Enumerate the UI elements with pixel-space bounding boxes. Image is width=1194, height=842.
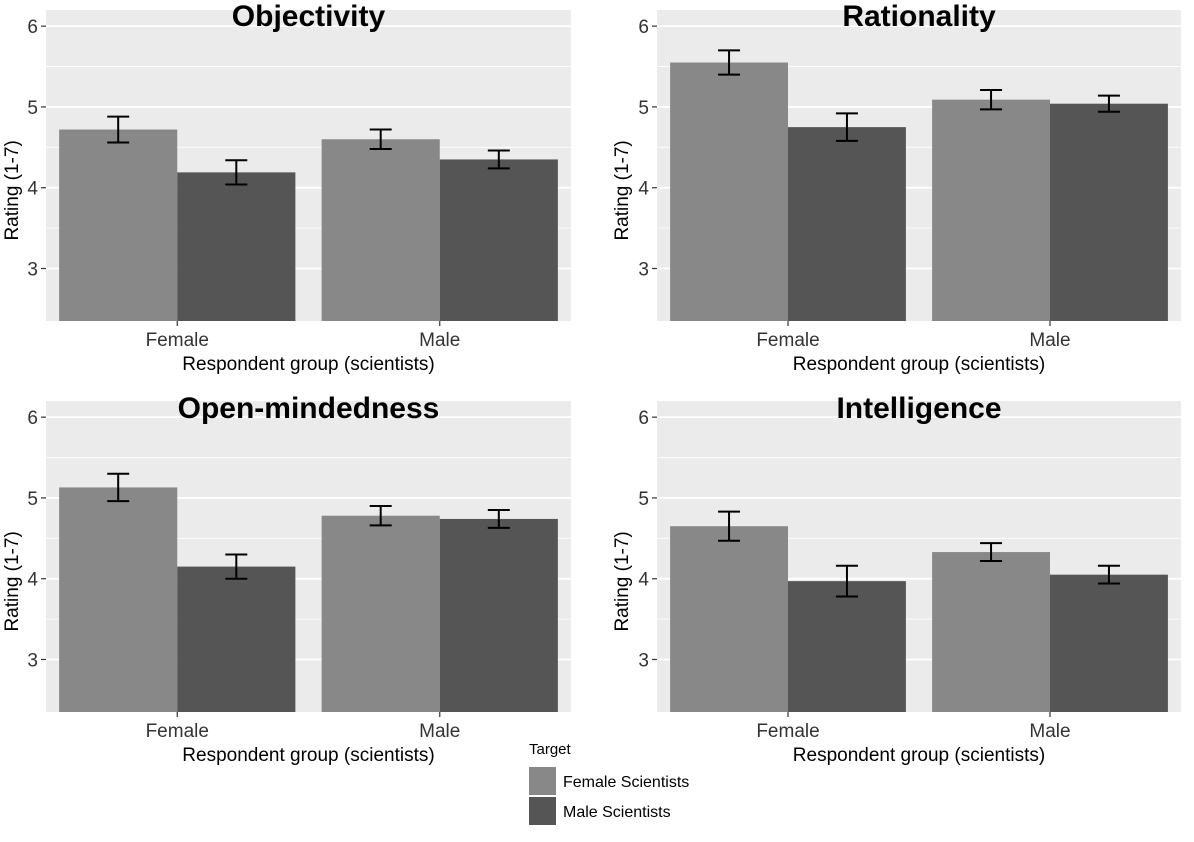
bar [321,139,440,321]
x-tick-label: Male [419,721,460,742]
bar [1050,574,1168,712]
x-tick-label: Female [756,721,819,742]
y-tick-label: 5 [27,98,38,119]
bar [670,526,788,712]
bar [59,487,178,712]
legend-title: Target [529,741,572,758]
x-axis-label: Respondent group (scientists) [182,354,434,375]
bar [670,62,788,321]
panel-title: Intelligence [836,392,1001,425]
x-axis-label: Respondent group (scientists) [182,745,434,766]
y-axis-label: Rating (1-7) [2,140,23,240]
panel-title: Objectivity [232,0,386,33]
y-axis-label: Rating (1-7) [612,140,633,240]
x-tick-label: Male [1029,721,1070,742]
bar [177,566,296,712]
bar [788,581,906,712]
bar [439,518,558,712]
y-axis-label: Rating (1-7) [612,531,633,631]
bar [932,552,1050,712]
x-tick-label: Female [146,330,209,351]
y-tick-label: 3 [27,650,38,671]
bar [177,172,296,321]
y-axis-label: Rating (1-7) [2,531,23,631]
legend-label: Male Scientists [563,804,671,821]
bar [321,515,440,712]
y-tick-label: 5 [638,489,649,510]
y-tick-label: 5 [638,98,649,119]
bar [59,129,178,321]
y-tick-label: 4 [27,570,38,591]
y-tick-label: 3 [638,259,649,280]
y-tick-label: 3 [638,650,649,671]
x-axis-label: Respondent group (scientists) [793,354,1045,375]
y-tick-label: 4 [638,179,649,200]
legend-swatch [529,797,556,825]
x-tick-label: Male [419,330,460,351]
y-tick-label: 4 [638,570,649,591]
legend-swatch [529,767,556,795]
y-tick-label: 4 [27,179,38,200]
x-tick-label: Female [146,721,209,742]
y-tick-label: 6 [638,408,649,429]
y-tick-label: 5 [27,489,38,510]
bar [1050,103,1168,322]
bar [788,127,906,321]
bar [932,99,1050,321]
legend-label: Female Scientists [563,774,689,791]
y-tick-label: 6 [638,17,649,38]
y-tick-label: 3 [27,259,38,280]
panel-title: Open-mindedness [178,392,440,425]
x-axis-label: Respondent group (scientists) [793,745,1045,766]
panel-title: Rationality [842,0,996,33]
bar [439,159,558,321]
x-tick-label: Male [1029,330,1070,351]
y-tick-label: 6 [27,17,38,38]
y-tick-label: 6 [27,408,38,429]
x-tick-label: Female [756,330,819,351]
